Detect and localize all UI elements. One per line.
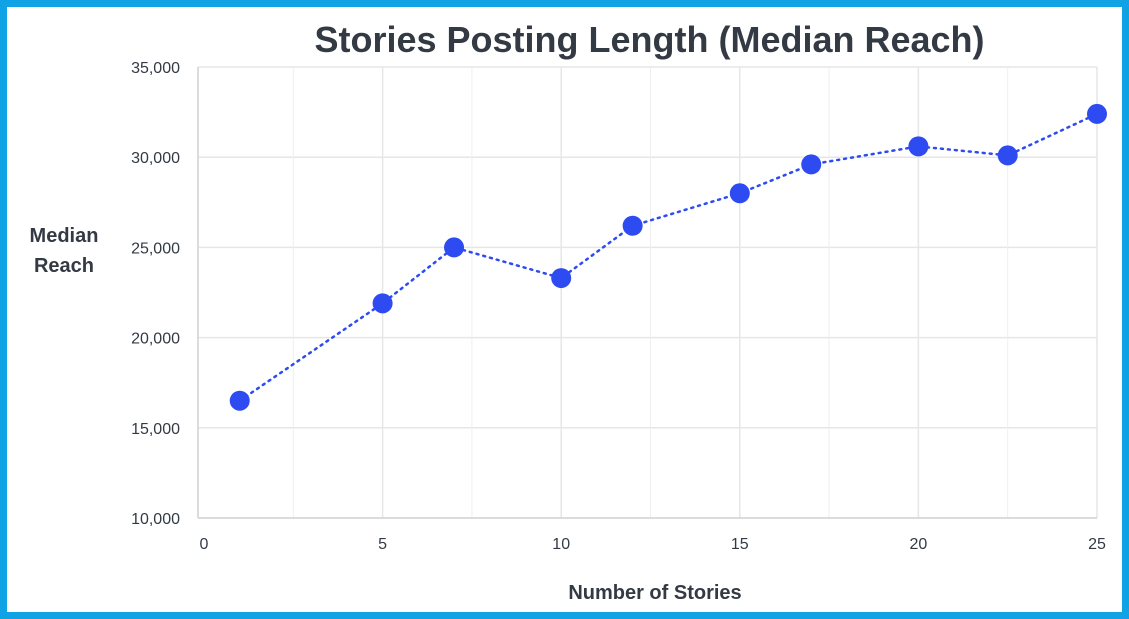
x-tick-label-3: 15 <box>731 536 749 553</box>
y-axis-label: Median Reach <box>21 221 107 281</box>
x-tick-label-1: 5 <box>378 536 387 553</box>
series-line-0 <box>238 112 1099 402</box>
data-point-9 <box>1087 103 1107 124</box>
y-tick-labels: 10,000 15,000 20,000 25,000 30,000 35,000 <box>131 60 180 528</box>
x-tick-label-0: 0 <box>200 536 209 553</box>
x-axis-label: Number of Stories <box>568 582 742 604</box>
data-point-1 <box>372 293 393 314</box>
data-point-6 <box>801 154 822 175</box>
data-point-0 <box>229 390 250 411</box>
data-point-4 <box>622 215 643 236</box>
y-tick-label-4: 30,000 <box>131 150 180 167</box>
y-axis-label-line-1: Median <box>29 225 99 247</box>
series <box>229 103 1107 411</box>
y-tick-label-0: 10,000 <box>131 511 180 528</box>
x-tick-label-5: 25 <box>1088 536 1106 553</box>
y-tick-label-3: 25,000 <box>131 240 180 257</box>
data-point-5 <box>729 183 750 204</box>
data-point-8 <box>997 145 1018 166</box>
y-tick-label-1: 15,000 <box>131 421 180 438</box>
axes <box>197 67 1097 519</box>
data-point-7 <box>908 136 929 157</box>
x-tick-label-2: 10 <box>552 536 570 553</box>
grid-lines <box>198 66 1098 518</box>
data-point-2 <box>444 237 465 258</box>
y-axis-label-line-2: Reach <box>33 255 95 277</box>
y-tick-label-2: 20,000 <box>131 331 180 348</box>
x-tick-labels: 0 5 10 15 20 25 <box>200 536 1106 553</box>
x-tick-label-4: 20 <box>910 536 928 553</box>
y-tick-label-5: 35,000 <box>131 60 180 77</box>
data-point-3 <box>551 268 572 289</box>
chart-title: Stories Posting Length (Median Reach) <box>314 19 985 60</box>
